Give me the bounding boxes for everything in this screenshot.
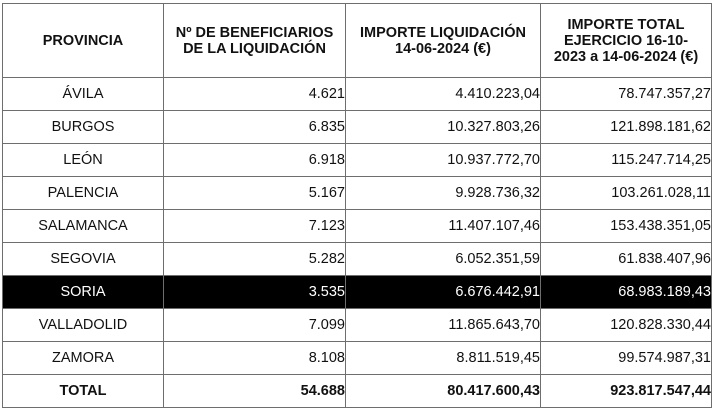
cell-total-importe-liquidacion: 80.417.600,43 — [345, 374, 541, 408]
cell-beneficiarios: 5.167 — [163, 176, 346, 210]
cell-provincia: LEÓN — [2, 143, 164, 177]
cell-importe-liquidacion: 6.052.351,59 — [345, 242, 541, 276]
table-row-highlighted: SORIA 3.535 6.676.442,91 68.983.189,43 — [2, 275, 712, 309]
cell-importe-total: 153.438.351,05 — [540, 209, 712, 243]
cell-total-importe-total: 923.817.547,44 — [540, 374, 712, 408]
cell-beneficiarios: 7.099 — [163, 308, 346, 342]
cell-importe-liquidacion: 8.811.519,45 — [345, 341, 541, 375]
cell-importe-liquidacion: 10.937.772,70 — [345, 143, 541, 177]
table-container: PROVINCIA Nº DE BENEFICIARIOS DE LA LIQU… — [2, 3, 712, 408]
cell-beneficiarios: 4.621 — [163, 77, 346, 111]
cell-provincia: ÁVILA — [2, 77, 164, 111]
table-row: VALLADOLID 7.099 11.865.643,70 120.828.3… — [2, 308, 712, 342]
cell-importe-total: 68.983.189,43 — [540, 275, 712, 309]
cell-importe-total: 61.838.407,96 — [540, 242, 712, 276]
cell-importe-liquidacion: 6.676.442,91 — [345, 275, 541, 309]
cell-provincia: SEGOVIA — [2, 242, 164, 276]
cell-importe-total: 103.261.028,11 — [540, 176, 712, 210]
table-row: ÁVILA 4.621 4.410.223,04 78.747.357,27 — [2, 77, 712, 111]
header-provincia: PROVINCIA — [2, 3, 164, 78]
cell-importe-liquidacion: 11.407.107,46 — [345, 209, 541, 243]
cell-importe-total: 121.898.181,62 — [540, 110, 712, 144]
cell-importe-liquidacion: 4.410.223,04 — [345, 77, 541, 111]
cell-provincia: PALENCIA — [2, 176, 164, 210]
header-importe-liquidacion: IMPORTE LIQUIDACIÓN 14-06-2024 (€) — [345, 3, 541, 78]
table-row: SALAMANCA 7.123 11.407.107,46 153.438.35… — [2, 209, 712, 243]
cell-provincia: VALLADOLID — [2, 308, 164, 342]
header-beneficiarios: Nº DE BENEFICIARIOS DE LA LIQUIDACIÓN — [163, 3, 346, 78]
cell-importe-total: 78.747.357,27 — [540, 77, 712, 111]
cell-provincia: BURGOS — [2, 110, 164, 144]
cell-importe-liquidacion: 11.865.643,70 — [345, 308, 541, 342]
table-row: BURGOS 6.835 10.327.803,26 121.898.181,6… — [2, 110, 712, 144]
cell-beneficiarios: 7.123 — [163, 209, 346, 243]
cell-importe-liquidacion: 9.928.736,32 — [345, 176, 541, 210]
cell-provincia: SORIA — [2, 275, 164, 309]
cell-importe-total: 99.574.987,31 — [540, 341, 712, 375]
total-row: TOTAL 54.688 80.417.600,43 923.817.547,4… — [2, 374, 712, 408]
cell-beneficiarios: 6.835 — [163, 110, 346, 144]
table-row: ZAMORA 8.108 8.811.519,45 99.574.987,31 — [2, 341, 712, 375]
header-row: PROVINCIA Nº DE BENEFICIARIOS DE LA LIQU… — [2, 3, 712, 78]
liquidation-table: PROVINCIA Nº DE BENEFICIARIOS DE LA LIQU… — [2, 3, 712, 408]
cell-total-label: TOTAL — [2, 374, 164, 408]
cell-beneficiarios: 5.282 — [163, 242, 346, 276]
cell-provincia: ZAMORA — [2, 341, 164, 375]
cell-provincia: SALAMANCA — [2, 209, 164, 243]
cell-total-beneficiarios: 54.688 — [163, 374, 346, 408]
header-importe-total: IMPORTE TOTAL EJERCICIO 16-10-2023 a 14-… — [540, 3, 712, 78]
table-row: LEÓN 6.918 10.937.772,70 115.247.714,25 — [2, 143, 712, 177]
cell-beneficiarios: 3.535 — [163, 275, 346, 309]
cell-importe-total: 115.247.714,25 — [540, 143, 712, 177]
cell-importe-liquidacion: 10.327.803,26 — [345, 110, 541, 144]
table-row: SEGOVIA 5.282 6.052.351,59 61.838.407,96 — [2, 242, 712, 276]
cell-beneficiarios: 6.918 — [163, 143, 346, 177]
table-row: PALENCIA 5.167 9.928.736,32 103.261.028,… — [2, 176, 712, 210]
cell-beneficiarios: 8.108 — [163, 341, 346, 375]
cell-importe-total: 120.828.330,44 — [540, 308, 712, 342]
